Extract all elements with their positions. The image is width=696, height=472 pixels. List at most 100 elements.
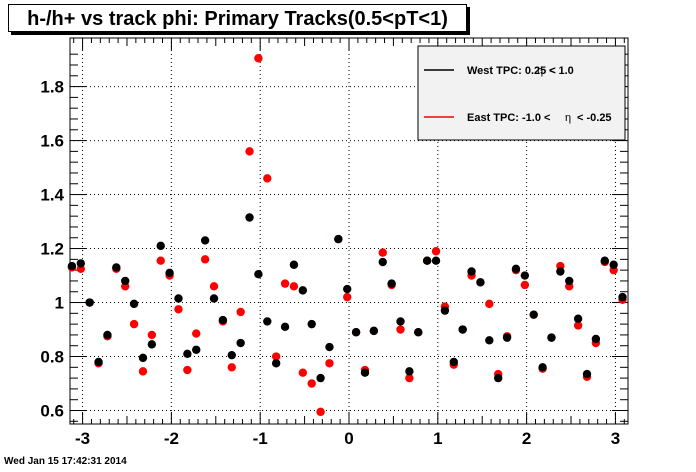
east-point: [343, 292, 352, 302]
west-point: [600, 256, 609, 265]
west-point: [298, 286, 308, 295]
legend-west-prefix: West TPC: 0.25 <: [467, 65, 556, 77]
west-point: [245, 213, 254, 222]
west-point: [263, 317, 272, 326]
west-point: [200, 236, 210, 245]
west-point: [67, 261, 77, 271]
west-point: [147, 340, 157, 349]
east-point: [405, 373, 414, 383]
west-point: [440, 306, 450, 315]
east-point: [325, 359, 334, 368]
west-point: [343, 284, 352, 294]
west-point: [351, 328, 361, 337]
west-point: [405, 367, 414, 376]
east-point: [200, 255, 210, 264]
x-tick-label: -2: [164, 429, 179, 448]
x-tick-label: -3: [75, 429, 90, 448]
east-point: [307, 379, 316, 388]
east-point: [192, 329, 201, 338]
west-point: [547, 333, 556, 342]
west-point: [254, 269, 263, 279]
east-point: [431, 247, 441, 256]
east-point: [129, 319, 139, 329]
west-point: [280, 322, 290, 332]
legend-east-suffix: < -0.25: [577, 112, 612, 124]
y-tick-label: 1.4: [40, 186, 64, 205]
east-point: [263, 174, 272, 183]
west-point: [493, 373, 503, 383]
west-point: [236, 338, 245, 348]
west-point: [271, 359, 281, 368]
legend-west-eta: η: [537, 65, 543, 77]
west-point: [573, 314, 583, 323]
west-point: [618, 292, 627, 302]
west-point: [449, 357, 458, 367]
y-tick-label: 1.8: [40, 78, 64, 97]
west-point: [307, 319, 316, 329]
west-point: [485, 336, 494, 345]
west-point: [458, 325, 467, 334]
data-markers: [67, 54, 627, 417]
west-point: [502, 333, 512, 342]
west-point: [565, 276, 574, 286]
east-point: [396, 325, 405, 334]
west-point: [227, 350, 236, 360]
x-tick-label: 2: [522, 429, 531, 448]
west-point: [582, 369, 592, 379]
east-point: [316, 407, 325, 417]
east-point: [573, 321, 583, 330]
x-tick-label: -1: [253, 429, 268, 448]
west-point: [183, 349, 192, 359]
legend-west-suffix: < 1.0: [549, 65, 574, 77]
west-point: [396, 317, 405, 326]
east-point: [254, 54, 263, 63]
west-point: [85, 298, 94, 307]
east-point: [271, 352, 281, 361]
west-point: [431, 256, 441, 265]
legend: West TPC: 0.25 <η < 1.0 East TPC: -1.0 < η…: [417, 45, 626, 141]
west-point: [387, 279, 396, 288]
west-point: [520, 271, 530, 280]
west-point: [121, 276, 130, 286]
y-tick-label: 1.2: [40, 240, 64, 259]
chart-title: h-/h+ vs track phi: Primary Tracks(0.5<p…: [27, 8, 448, 30]
east-point: [298, 368, 308, 377]
east-point: [227, 363, 236, 372]
west-point: [316, 373, 325, 383]
west-point: [538, 363, 547, 372]
west-point: [289, 260, 299, 269]
west-point: [414, 328, 423, 337]
legend-east-eta: η: [565, 112, 571, 124]
legend-label-east: East TPC: -1.0 < η < -0.25: [467, 112, 612, 124]
west-point: [103, 330, 112, 340]
east-point: [280, 279, 290, 288]
east-point: [183, 365, 192, 375]
west-point: [174, 294, 183, 303]
x-tick-label: 0: [344, 429, 353, 448]
west-point: [476, 278, 485, 287]
east-point: [174, 305, 183, 314]
west-point: [556, 267, 565, 276]
east-point: [209, 282, 219, 291]
east-point: [156, 256, 165, 265]
west-point: [609, 260, 618, 269]
chart-title-box: h-/h+ vs track phi: Primary Tracks(0.5<p…: [8, 4, 467, 32]
west-point: [325, 342, 334, 352]
west-point: [76, 259, 85, 268]
west-point: [209, 294, 219, 303]
west-point: [156, 241, 165, 251]
west-point: [129, 299, 139, 309]
footer-timestamp: Wed Jan 15 17:42:31 2014: [4, 456, 127, 467]
west-point: [334, 234, 343, 244]
y-tick-label: 1.6: [40, 132, 64, 151]
y-tick-label: 0.8: [40, 348, 64, 367]
east-point: [245, 147, 254, 156]
west-point: [94, 357, 103, 367]
west-point: [378, 257, 387, 267]
west-point: [218, 315, 228, 325]
east-point: [378, 248, 387, 257]
east-point: [520, 280, 530, 290]
east-point: [236, 307, 245, 317]
east-point: [289, 282, 299, 291]
